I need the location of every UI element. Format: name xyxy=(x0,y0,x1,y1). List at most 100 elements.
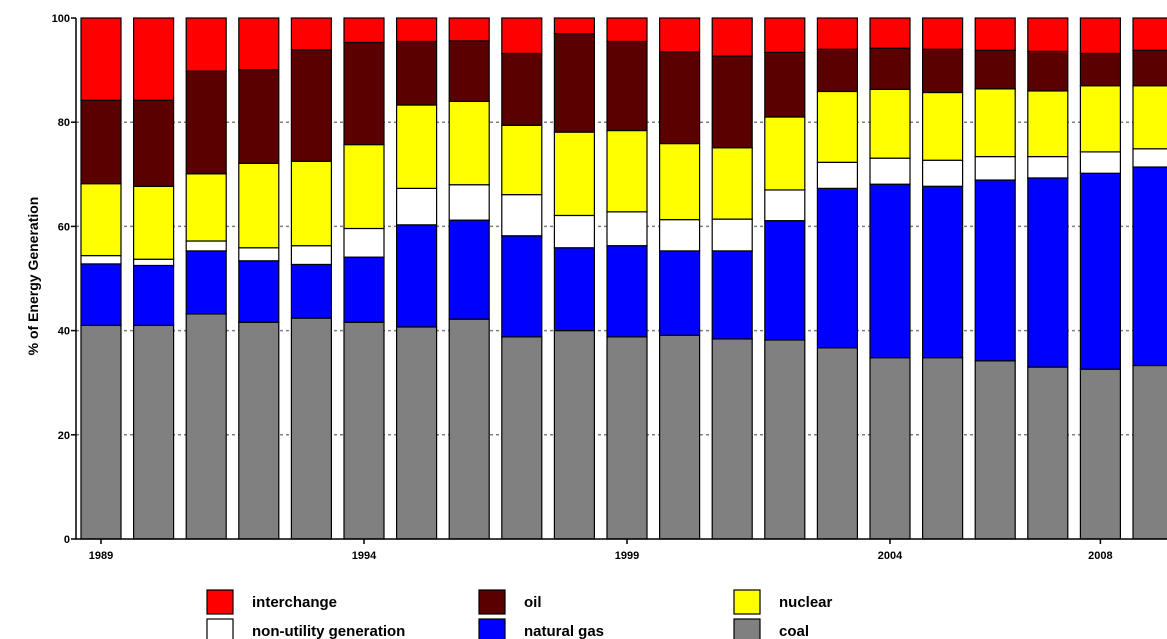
bar-segment-2003-coal xyxy=(816,347,859,540)
bar-segment-1998-non-utility-generation xyxy=(553,214,596,249)
y-tick-label-80: 80 xyxy=(58,117,70,129)
bar-segment-2003-oil xyxy=(816,48,859,93)
y-tick-label-40: 40 xyxy=(58,326,70,338)
bar-segment-1994-interchange xyxy=(343,17,385,44)
bar-segment-1992-interchange xyxy=(238,17,280,71)
bar-segment-1995-natural-gas xyxy=(396,224,438,328)
bar-segment-1991-interchange xyxy=(185,17,227,72)
legend-swatch-non-utility-generation xyxy=(206,618,234,639)
bar-segment-1999-oil xyxy=(606,40,648,132)
bar-segment-1998-oil xyxy=(553,33,596,133)
legend-label-coal: coal xyxy=(779,623,809,639)
bar-segment-1996-interchange xyxy=(448,17,490,42)
bar-segment-1998-natural-gas xyxy=(553,247,596,332)
bar-segment-2007-natural-gas xyxy=(1027,177,1069,368)
bar-segment-1991-non-utility-generation xyxy=(185,240,227,252)
bar-segment-2008-interchange xyxy=(1079,17,1122,55)
bar-segment-2005-nuclear xyxy=(921,91,964,161)
bar-segment-1991-oil xyxy=(185,70,227,175)
bar-segment-1992-non-utility-generation xyxy=(238,247,280,262)
bar-segment-2000-interchange xyxy=(658,17,701,53)
bar-segment-1995-oil xyxy=(396,40,438,106)
legend-label-interchange: interchange xyxy=(252,594,337,611)
bar-segment-1992-oil xyxy=(238,68,280,164)
legend-swatch-oil xyxy=(478,589,506,615)
bar-segment-1991-natural-gas xyxy=(185,250,227,315)
bar-segment-2007-oil xyxy=(1027,50,1069,92)
y-tick-label-60: 60 xyxy=(58,221,70,233)
bar-segment-1997-non-utility-generation xyxy=(501,194,543,237)
bar-segment-2002-coal xyxy=(764,339,806,540)
x-tick-label-1989: 1989 xyxy=(89,550,113,562)
bar-segment-2003-natural-gas xyxy=(816,187,859,349)
bar-segment-1996-nuclear xyxy=(448,100,490,186)
bar-segment-2009-coal xyxy=(1132,364,1167,540)
bar-segment-1990-non-utility-generation xyxy=(133,258,175,267)
bar-segment-1993-natural-gas xyxy=(290,263,332,319)
y-tick-label-100: 100 xyxy=(52,13,70,25)
bar-segment-2003-non-utility-generation xyxy=(816,161,859,189)
bar-segment-1998-interchange xyxy=(553,17,596,35)
bar-segment-2003-nuclear xyxy=(816,90,859,163)
bar-segment-2001-coal xyxy=(711,338,753,540)
bar-segment-1997-coal xyxy=(501,336,543,540)
bar-segment-2006-nuclear xyxy=(974,88,1016,158)
x-tick-label-1999: 1999 xyxy=(615,550,639,562)
bar-segment-1992-coal xyxy=(238,321,280,540)
bar-segment-1994-coal xyxy=(343,321,385,540)
bar-segment-1995-non-utility-generation xyxy=(396,187,438,226)
axes: 0 20 40 60 80 100 1989 1994 1999 2004 2008 xyxy=(52,13,1167,562)
bar-segment-1989-interchange xyxy=(80,17,122,101)
x-tick-label-1994: 1994 xyxy=(352,550,377,562)
bar-segment-2007-coal xyxy=(1027,366,1069,540)
bar-segment-2007-interchange xyxy=(1027,17,1069,52)
bar-segment-2007-non-utility-generation xyxy=(1027,155,1069,179)
bar-segment-1997-interchange xyxy=(501,17,543,55)
bar-segment-2006-non-utility-generation xyxy=(974,155,1016,181)
bar-segment-2005-natural-gas xyxy=(921,185,964,359)
x-tick-label-2008: 2008 xyxy=(1088,550,1112,562)
bar-segment-1998-nuclear xyxy=(553,131,596,217)
bar-segment-2005-coal xyxy=(921,357,964,540)
bar-segment-2002-natural-gas xyxy=(764,220,806,341)
bar-segment-1999-natural-gas xyxy=(606,245,648,338)
bar-segment-2000-natural-gas xyxy=(658,250,701,336)
bar-segment-2008-nuclear xyxy=(1079,85,1122,153)
bar-segment-2001-non-utility-generation xyxy=(711,218,753,252)
legend-label-non-utility-generation: non-utility generation xyxy=(252,623,405,639)
bar-segment-2001-oil xyxy=(711,55,753,149)
bar-segment-1999-interchange xyxy=(606,17,648,43)
bar-segment-2000-coal xyxy=(658,334,701,540)
bar-segment-2001-interchange xyxy=(711,17,753,57)
bar-segment-1999-coal xyxy=(606,336,648,540)
bar-segment-1990-natural-gas xyxy=(133,264,175,326)
bar-segment-2008-oil xyxy=(1079,52,1122,87)
bar-segment-2003-interchange xyxy=(816,17,859,50)
bar-segment-2000-nuclear xyxy=(658,142,701,221)
bar-segment-2004-non-utility-generation xyxy=(869,157,911,185)
bar-segment-1999-non-utility-generation xyxy=(606,211,648,247)
bar-segment-1990-nuclear xyxy=(133,185,175,260)
legend-swatch-interchange xyxy=(206,589,234,615)
bar-segment-1991-coal xyxy=(185,313,227,540)
y-tick-label-0: 0 xyxy=(64,534,70,546)
x-tick-label-2004: 2004 xyxy=(878,550,903,562)
legend-swatch-coal xyxy=(733,618,761,639)
bar-segment-2004-coal xyxy=(869,357,911,540)
bar-segment-1990-coal xyxy=(133,324,175,540)
bar-segment-2006-oil xyxy=(974,49,1016,90)
bar-segment-2000-non-utility-generation xyxy=(658,219,701,252)
bar-segment-1989-oil xyxy=(80,99,122,185)
bar-segment-2008-natural-gas xyxy=(1079,172,1122,370)
bar-segment-2005-oil xyxy=(921,48,964,94)
bar-segment-1989-natural-gas xyxy=(80,263,122,326)
bar-segment-2002-oil xyxy=(764,51,806,118)
legend-label-oil: oil xyxy=(524,594,542,611)
bar-segment-1997-oil xyxy=(501,52,543,126)
bar-segment-1992-nuclear xyxy=(238,162,280,249)
bar-segment-1995-nuclear xyxy=(396,104,438,189)
bar-segment-1996-natural-gas xyxy=(448,219,490,320)
bar-segment-1993-non-utility-generation xyxy=(290,245,332,266)
bar-segment-2006-interchange xyxy=(974,17,1016,51)
